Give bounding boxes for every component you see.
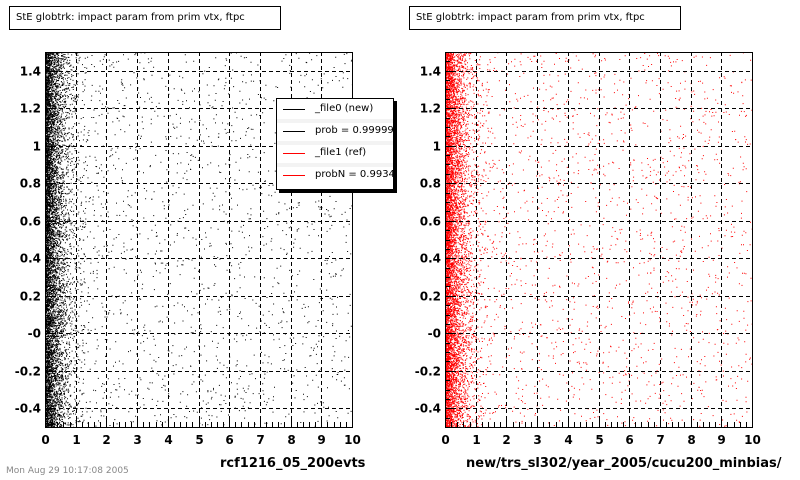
left-y-tick-label-7: 1 (33, 140, 41, 154)
legend-entry-file1: _file1 (ref) (277, 145, 393, 163)
left-x-tick-label-9: 9 (317, 433, 325, 447)
right-y-tick-label-6: 0.8 (420, 177, 441, 191)
right-y-tick-label-5: 0.6 (420, 215, 441, 229)
right-x-tick-label-5: 5 (595, 433, 603, 447)
right-y-tick-label-0: -0.4 (415, 402, 441, 416)
legend-line-file0 (283, 109, 305, 110)
left-y-tick-label-1: -0.2 (15, 365, 41, 379)
left-y-tick-label-2: -0 (28, 327, 41, 341)
right-x-tick-label-6: 6 (625, 433, 633, 447)
left-x-tick-label-10: 10 (344, 433, 361, 447)
right-x-tick-label-9: 9 (717, 433, 725, 447)
right-y-tick-label-4: 0.4 (420, 252, 441, 266)
right-point-cloud (445, 52, 753, 428)
right-y-tick-label-8: 1.2 (420, 102, 441, 116)
right-x-tick-label-4: 4 (564, 433, 572, 447)
legend-label-probn: probN = 0.99343 (315, 169, 394, 180)
left-scatter-plot: 0 1 2 3 4 5 6 7 8 9 10 -0.4 -0.2 -0 0.2 0.4 0.6 0.8 1 1.2 1.… (15, 52, 361, 447)
left-y-ticks: -0.4 -0.2 -0 0.2 0.4 0.6 0.8 1 1.2 1.4 (15, 52, 55, 428)
right-x-tick-label-8: 8 (687, 433, 695, 447)
legend-label-file1: _file1 (ref) (315, 147, 367, 158)
legend-entry-probn: probN = 0.99343 (277, 167, 394, 185)
left-y-tick-label-0: -0.4 (15, 402, 41, 416)
legend-entry-file0: _file0 (new) (277, 101, 393, 119)
right-y-tick-label-2: -0 (428, 327, 441, 341)
left-x-tick-label-2: 2 (102, 433, 110, 447)
legend-label-prob: prob = 0.999999 (315, 125, 394, 136)
legend: _file0 (new) prob = 0.999999 _file1 (ref… (276, 98, 394, 190)
left-y-tick-label-3: 0.2 (20, 290, 41, 304)
right-points (445, 52, 753, 428)
right-x-axis-label: new/trs_sl302/year_2005/cucu200_minbias/ (466, 456, 782, 471)
right-x-tick-label-7: 7 (656, 433, 664, 447)
timestamp-footer: Mon Aug 29 10:17:08 2005 (6, 466, 129, 476)
right-y-tick-label-3: 0.2 (420, 290, 441, 304)
left-x-tick-label-4: 4 (164, 433, 172, 447)
right-x-tick-label-2: 2 (502, 433, 510, 447)
right-x-tick-label-3: 3 (533, 433, 541, 447)
left-y-tick-label-6: 0.8 (20, 177, 41, 191)
left-y-tick-label-5: 0.6 (20, 215, 41, 229)
legend-label-file0: _file0 (new) (315, 103, 374, 114)
left-x-tick-label-3: 3 (133, 433, 141, 447)
right-y-tick-label-1: -0.2 (415, 365, 441, 379)
legend-line-probn (283, 175, 305, 176)
left-y-tick-label-4: 0.4 (20, 252, 41, 266)
legend-line-file1 (283, 153, 305, 154)
left-y-tick-label-9: 1.4 (20, 65, 41, 79)
right-x-ticks: 0 1 2 3 4 5 6 7 8 9 10 (441, 417, 761, 447)
right-grid (445, 52, 753, 427)
left-x-tick-label-7: 7 (256, 433, 264, 447)
right-y-tick-label-9: 1.4 (420, 65, 441, 79)
left-x-tick-label-1: 1 (72, 433, 80, 447)
left-x-tick-label-0: 0 (41, 433, 49, 447)
left-x-axis-label: rcf1216_05_200evts (220, 456, 366, 471)
right-frame (445, 52, 753, 428)
right-x-tick-label-10: 10 (744, 433, 761, 447)
legend-entry-prob: prob = 0.999999 (277, 123, 394, 141)
left-x-ticks: 0 1 2 3 4 5 6 7 8 9 10 (41, 417, 361, 447)
legend-line-prob (283, 131, 305, 132)
right-plot-title: StE globtrk: impact param from prim vtx,… (409, 6, 681, 30)
left-y-tick-label-8: 1.2 (20, 102, 41, 116)
left-x-tick-label-6: 6 (225, 433, 233, 447)
left-plot-title: StE globtrk: impact param from prim vtx,… (9, 6, 281, 30)
right-y-ticks: -0.4 -0.2 -0 0.2 0.4 0.6 0.8 1 1.2 1.4 (415, 52, 455, 428)
right-y-tick-label-7: 1 (433, 140, 441, 154)
left-x-tick-label-5: 5 (195, 433, 203, 447)
left-x-tick-label-8: 8 (287, 433, 295, 447)
right-x-tick-label-1: 1 (472, 433, 480, 447)
right-x-tick-label-0: 0 (441, 433, 449, 447)
